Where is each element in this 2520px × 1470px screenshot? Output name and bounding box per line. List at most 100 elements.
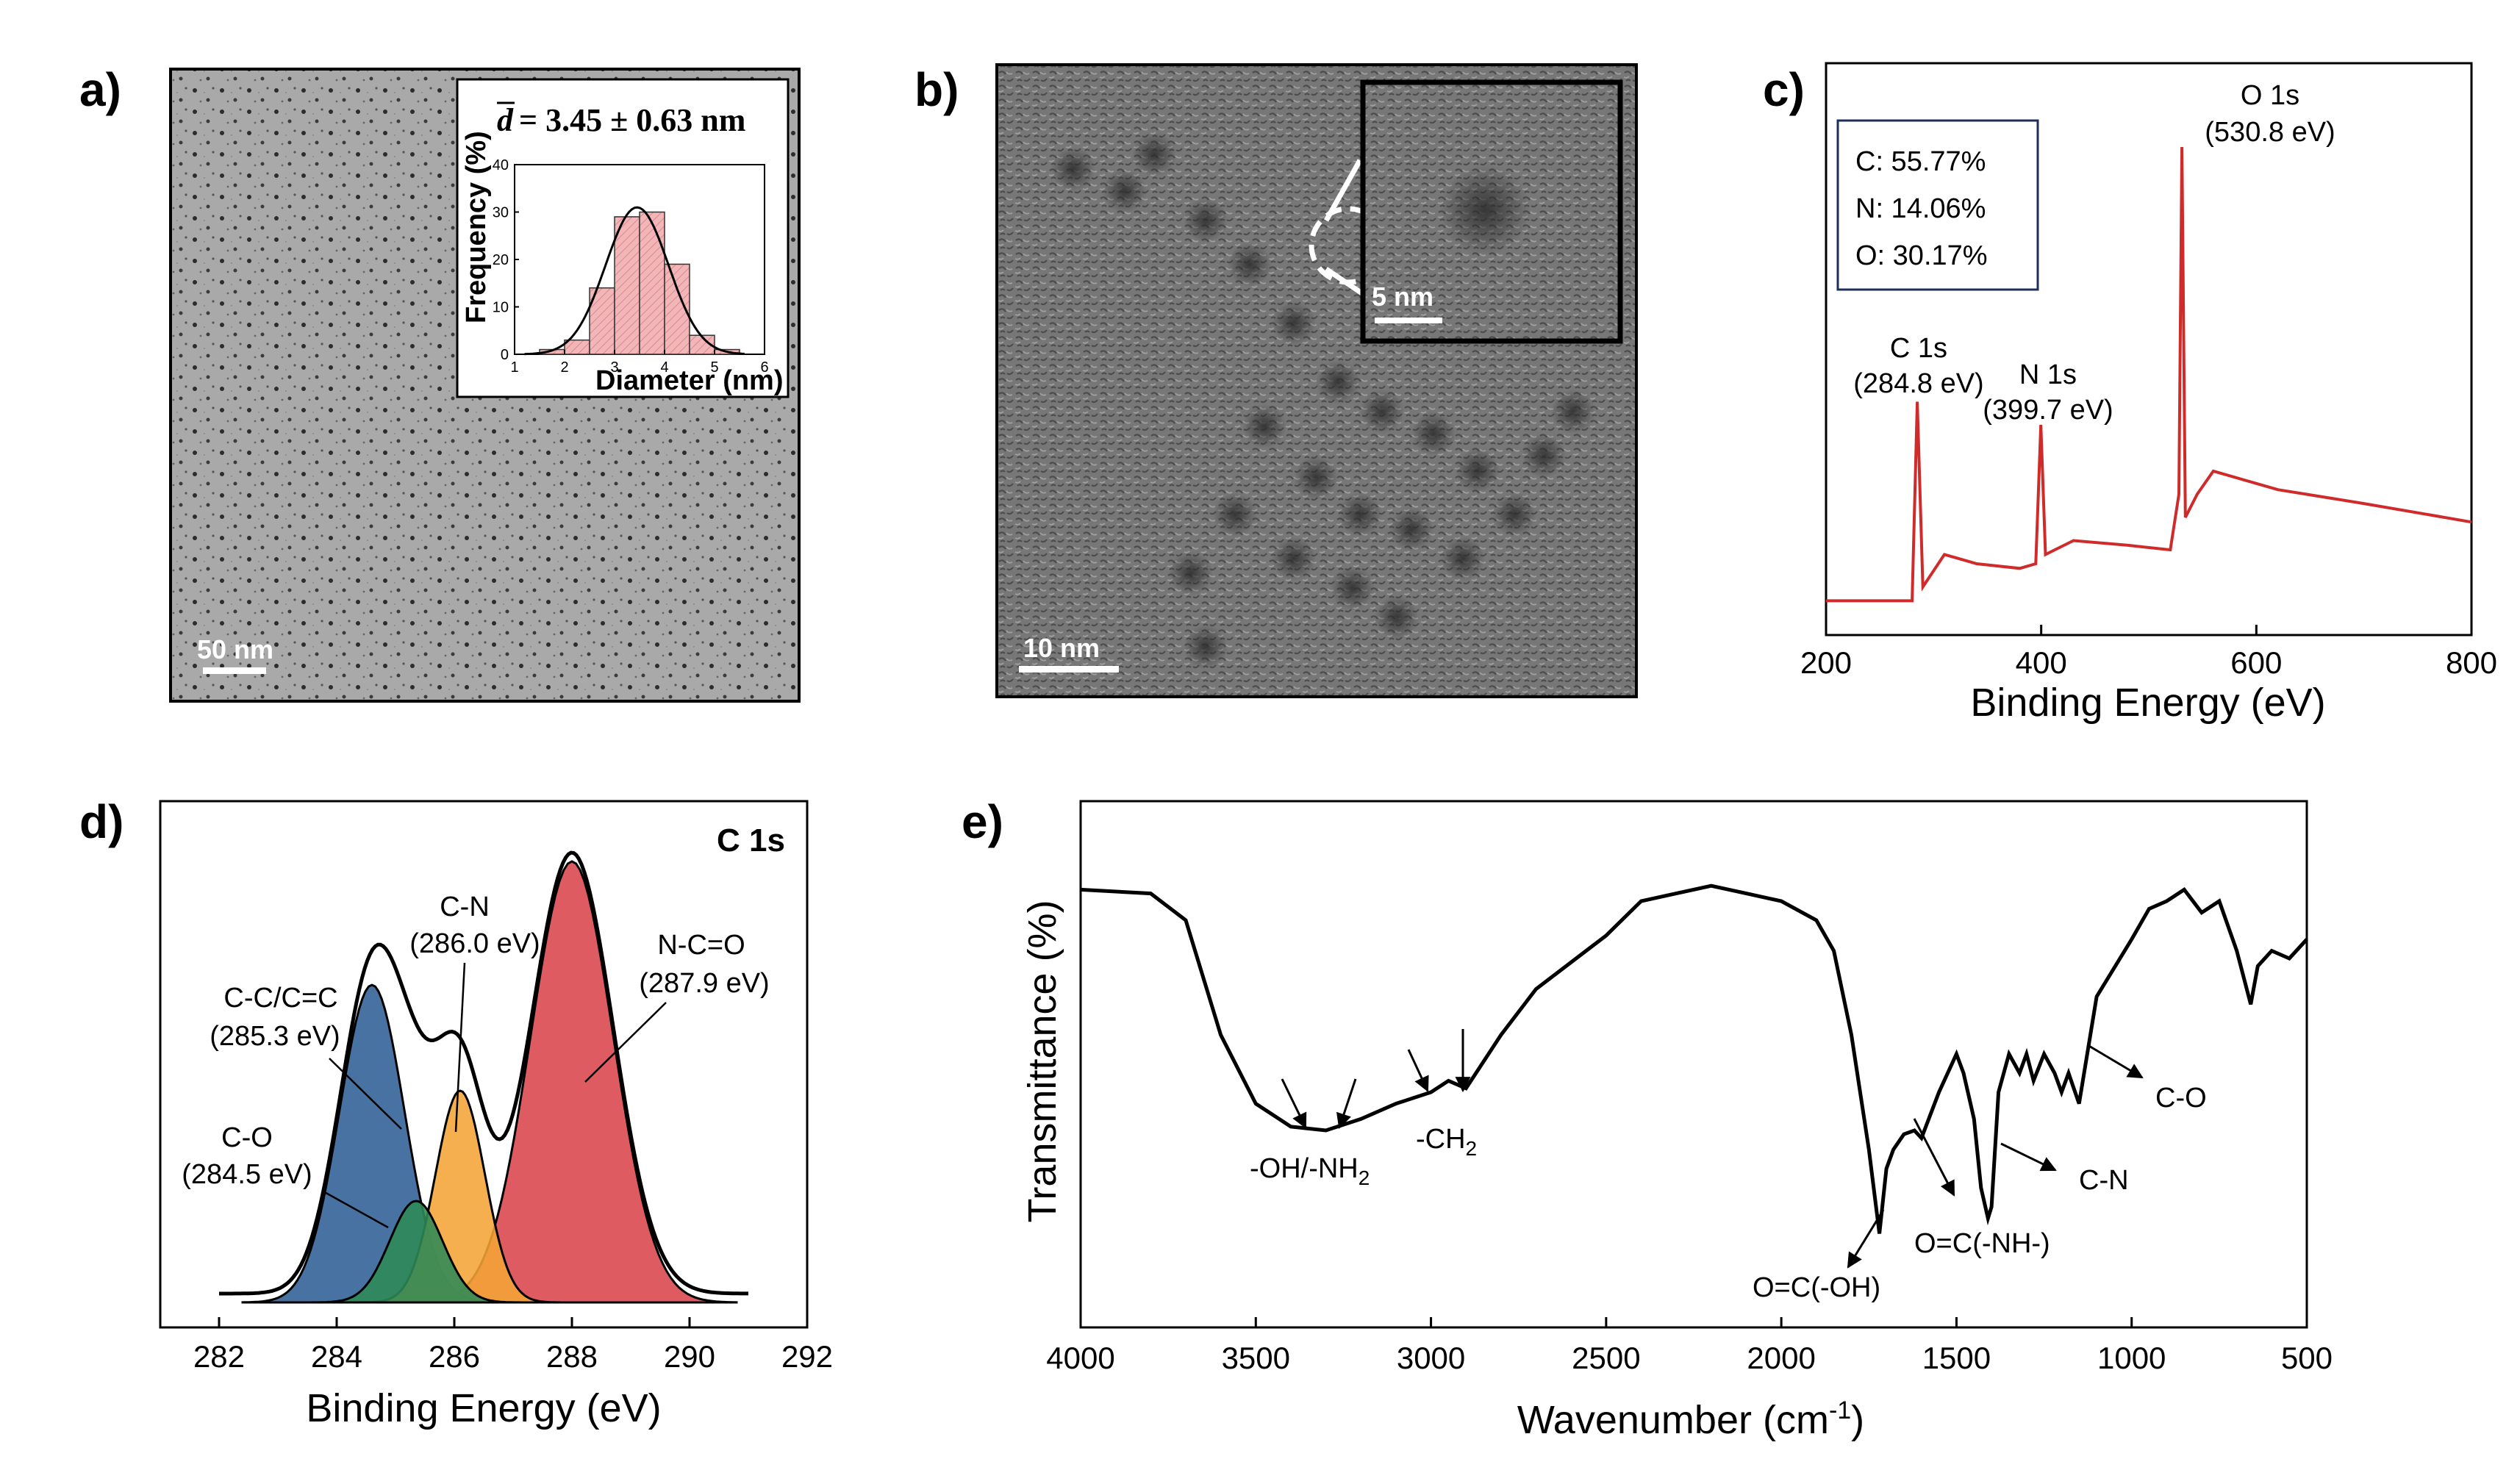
hrtem-image-b bbox=[995, 63, 1638, 698]
panel-c-xtick-label: 600 bbox=[2230, 645, 2282, 680]
mean-diameter-text: = 3.45 ± 0.63 nm bbox=[519, 102, 745, 138]
histogram-ytick-label: 40 bbox=[493, 157, 509, 173]
panel-e-xtick-label: 4000 bbox=[1046, 1341, 1114, 1375]
nanoparticle bbox=[1051, 147, 1095, 191]
nanoparticle bbox=[1228, 243, 1272, 287]
label-cn-name: C-N bbox=[440, 892, 490, 922]
panel-e-xtick-label: 3500 bbox=[1222, 1341, 1290, 1375]
panel-d-xtick-label: 292 bbox=[781, 1339, 833, 1374]
size-histogram-inset: d = 3.45 ± 0.63 nm 1 2 3 4 5 6 0 10 20 30 40 Diame… bbox=[456, 78, 790, 398]
ann-o-c-nh: O=C(-NH-) bbox=[1914, 1228, 2050, 1259]
mean-diameter-label: d = 3.45 ± 0.63 nm bbox=[497, 101, 745, 138]
nanoparticle bbox=[1132, 132, 1176, 176]
panel-e-xlabel: Wavenumber (cm-1) bbox=[1517, 1396, 1864, 1442]
nanoparticle bbox=[1331, 566, 1375, 610]
xps-survey-line bbox=[1826, 146, 2472, 603]
histogram-ytick-label: 20 bbox=[493, 252, 509, 268]
ann-o-c-oh: O=C(-OH) bbox=[1753, 1272, 1880, 1303]
panel-d-xtick-label: 286 bbox=[429, 1339, 480, 1374]
nanoparticle bbox=[1441, 537, 1485, 581]
nanoparticle bbox=[1103, 169, 1147, 213]
nanoparticle bbox=[1360, 390, 1404, 434]
nanoparticle bbox=[1522, 434, 1566, 478]
label-co-energy: (284.5 eV) bbox=[182, 1159, 312, 1190]
panel-e-xtick-label: 1500 bbox=[1922, 1341, 1991, 1375]
scale-bar-a: 50 nm bbox=[197, 634, 273, 674]
histogram-ytick-label: 30 bbox=[493, 205, 509, 221]
label-cn-energy: (286.0 eV) bbox=[409, 928, 540, 959]
panel-d-xtick-label: 282 bbox=[193, 1339, 245, 1374]
nanoparticle bbox=[1551, 390, 1595, 434]
c1s-component-peak bbox=[309, 1200, 523, 1304]
peak-c1s-energy: (284.8 eV) bbox=[1853, 368, 1983, 399]
histogram-xtick-label: 5 bbox=[710, 359, 718, 376]
panel-c-xlabel: Binding Energy (eV) bbox=[1970, 681, 2325, 725]
nanoparticle bbox=[1272, 537, 1316, 581]
panel-c-xtick-label: 400 bbox=[2016, 645, 2067, 680]
panel-e-label: e) bbox=[962, 795, 1003, 848]
nanoparticle bbox=[1242, 404, 1286, 448]
nanoparticle bbox=[1272, 301, 1316, 345]
nanoparticle bbox=[1411, 412, 1456, 456]
c1s-title: C 1s bbox=[717, 822, 785, 858]
panel-d-xtick-label: 290 bbox=[664, 1339, 715, 1374]
scale-bar-a-label: 50 nm bbox=[197, 634, 273, 664]
histogram-xtick-label: 3 bbox=[610, 359, 618, 376]
peak-c1s-name: C 1s bbox=[1890, 333, 1947, 364]
composition-box: C: 55.77% N: 14.06% O: 30.17% bbox=[1836, 119, 2039, 291]
panel-e-xtick-label: 500 bbox=[2281, 1341, 2333, 1375]
label-cc-energy: (285.3 eV) bbox=[210, 1021, 340, 1052]
scale-bar-b-label: 10 nm bbox=[1023, 633, 1100, 663]
nanoparticle bbox=[1389, 507, 1433, 551]
mean-symbol: d bbox=[497, 102, 514, 138]
ann-c-n: C-N bbox=[2079, 1165, 2129, 1196]
peak-o1s-energy: (530.8 eV) bbox=[2205, 117, 2335, 148]
nanoparticle bbox=[1338, 492, 1382, 537]
histogram-xtick-label: 4 bbox=[660, 359, 668, 376]
scale-bar-b: 10 nm bbox=[1019, 633, 1119, 673]
ann-c-o: C-O bbox=[2155, 1083, 2207, 1114]
histogram-plot: 1 2 3 4 5 6 0 10 20 30 40 bbox=[493, 157, 769, 376]
panel-d-xtick-label: 284 bbox=[311, 1339, 362, 1374]
panel-c-label: c) bbox=[1763, 63, 1805, 116]
histogram-bar bbox=[639, 211, 665, 355]
ftir-plot: 4000 3500 3000 2500 2000 1500 1000 500 -OH/-NH2… bbox=[1046, 800, 2333, 1375]
nanoparticle bbox=[1169, 551, 1213, 595]
panel-e-xtick-label: 2000 bbox=[1747, 1341, 1815, 1375]
peak-o1s-name: O 1s bbox=[2241, 80, 2299, 111]
panel-e-ylabel: Transmittance (%) bbox=[1020, 900, 1064, 1222]
inset-scale-label: 5 nm bbox=[1372, 282, 1433, 312]
composition-o: O: 30.17% bbox=[1855, 240, 1988, 271]
panel-c-xtick-label: 800 bbox=[2446, 645, 2497, 680]
peak-n1s-name: N 1s bbox=[2019, 359, 2077, 390]
nanoparticle bbox=[1184, 198, 1228, 243]
ann-ch2: -CH2 bbox=[1416, 1124, 1477, 1160]
c1s-envelope bbox=[219, 850, 748, 1296]
histogram-ytick-label: 0 bbox=[501, 347, 509, 363]
composition-n: N: 14.06% bbox=[1855, 193, 1986, 224]
label-cc-name: C-C/C=C bbox=[223, 983, 337, 1014]
label-nco-energy: (287.9 eV) bbox=[639, 968, 769, 999]
nanoparticle bbox=[1213, 492, 1257, 537]
panel-c-xtick-label: 200 bbox=[1800, 645, 1852, 680]
ann-oh-nh2: -OH/-NH2 bbox=[1250, 1153, 1370, 1189]
label-co-name: C-O bbox=[221, 1122, 273, 1153]
histogram-bar bbox=[564, 339, 590, 355]
nanoparticle bbox=[1294, 456, 1338, 500]
panel-a-label: a) bbox=[79, 63, 121, 116]
nanoparticle bbox=[1184, 625, 1228, 669]
peak-n1s-energy: (399.7 eV) bbox=[1983, 395, 2113, 426]
composition-c: C: 55.77% bbox=[1855, 146, 1986, 177]
panel-d-label: d) bbox=[79, 795, 124, 848]
histogram-fit-curve bbox=[524, 206, 745, 356]
panel-e-xtick-label: 3000 bbox=[1397, 1341, 1465, 1375]
nanoparticle bbox=[1456, 448, 1500, 492]
nanoparticle-dots bbox=[1051, 132, 1595, 669]
panel-d-xtick-label: 288 bbox=[546, 1339, 598, 1374]
label-nco-name: N-C=O bbox=[657, 930, 745, 961]
panel-d-xlabel: Binding Energy (eV) bbox=[306, 1386, 661, 1430]
xps-c1s-plot: 282 284 286 288 290 292 C 1s C-C/C=C (285.3 e… bbox=[159, 800, 833, 1374]
histogram-ytick-label: 10 bbox=[493, 300, 509, 316]
panel-e-xtick-label: 1000 bbox=[2097, 1341, 2166, 1375]
